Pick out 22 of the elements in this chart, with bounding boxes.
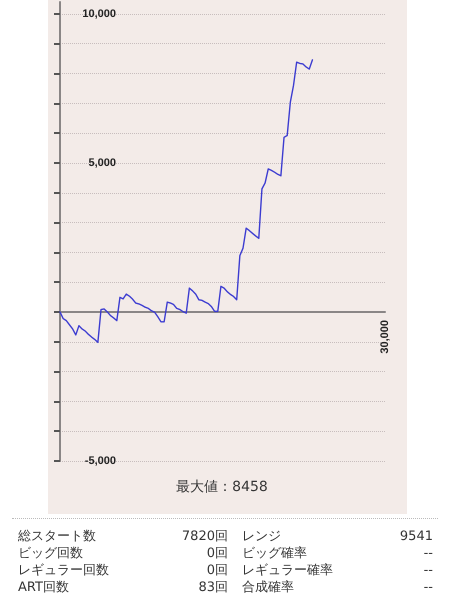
text: レンジ: [241, 528, 282, 545]
text: ビッグ回数: [18, 545, 84, 562]
annotation: 30,000: [379, 320, 391, 354]
text: レギュラー回数: [18, 562, 110, 579]
text: 9541: [398, 528, 433, 545]
text: 総スタート数: [18, 528, 97, 545]
text: 合成確率: [241, 579, 295, 596]
text: 83回: [197, 579, 228, 596]
text: ART回数: [18, 579, 70, 596]
text: ビッグ確率: [241, 545, 308, 562]
y-tick-label: 10,000: [82, 8, 116, 20]
y-tick-label: -5,000: [84, 455, 116, 467]
line-series: [59, 59, 314, 344]
text: レギュラー確率: [241, 562, 334, 579]
text: 0回: [206, 562, 228, 579]
text: 0回: [206, 545, 228, 562]
text: --: [422, 579, 433, 596]
y-tick-label: 5,000: [88, 156, 116, 169]
text: 最大値：8458: [176, 478, 268, 496]
text: 7820回: [180, 528, 228, 545]
text: --: [422, 545, 433, 562]
text: --: [422, 562, 433, 579]
